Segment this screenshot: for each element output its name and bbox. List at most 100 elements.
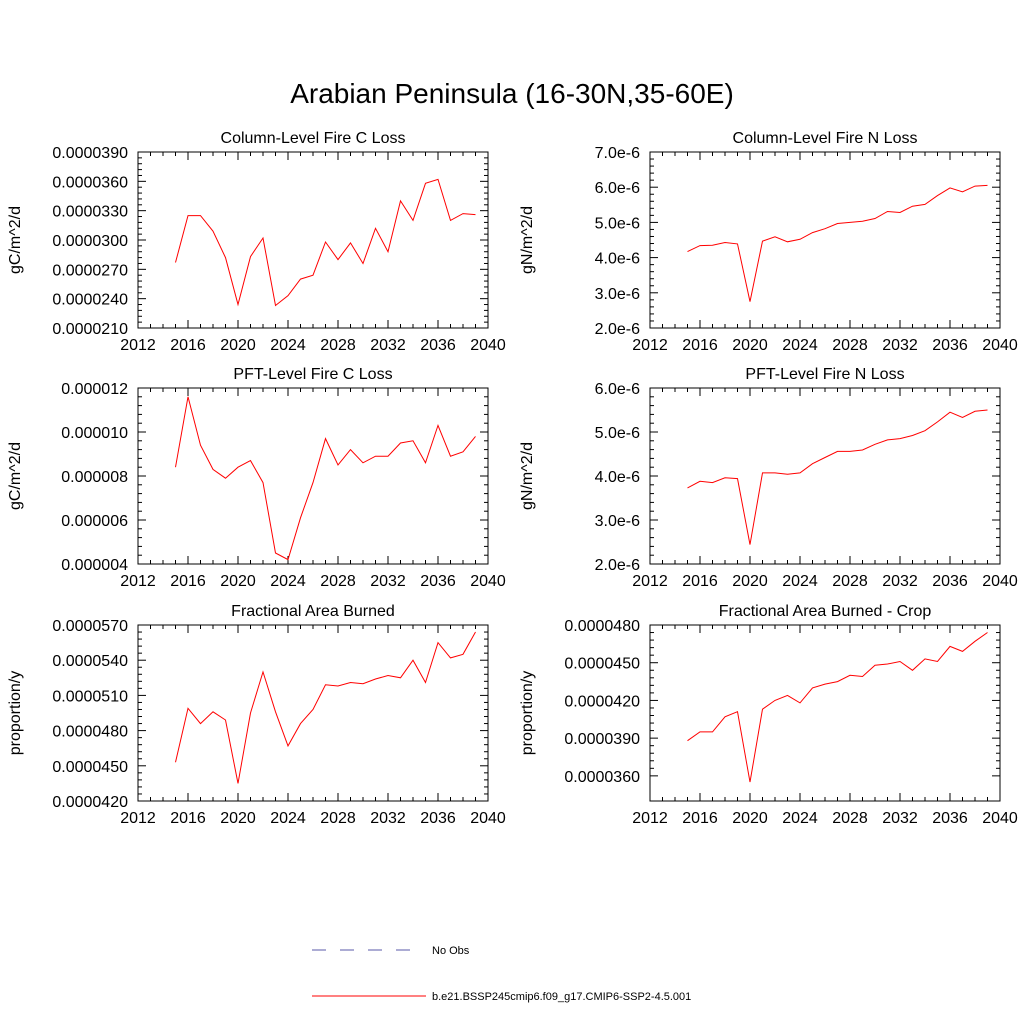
y-tick-label: 0.0000390 (564, 731, 640, 748)
x-tick-label: 2012 (632, 573, 668, 590)
chart-panel: Column-Level Fire N Loss gN/m^2/d 2012 2016… (519, 130, 1018, 354)
x-tick-label: 2020 (220, 337, 256, 354)
y-tick-label: 0.0000420 (52, 794, 128, 811)
y-axis-label: proportion/y (7, 671, 24, 756)
y-tick-label: 0.0000240 (52, 292, 128, 309)
y-tick-label: 0.0000420 (564, 693, 640, 710)
x-tick-label: 2012 (120, 337, 156, 354)
x-tick-label: 2020 (220, 810, 256, 827)
x-tick-label: 2028 (320, 573, 356, 590)
x-tick-label: 2012 (120, 810, 156, 827)
x-tick-label: 2016 (170, 337, 206, 354)
legend-label: b.e21.BSSP245cmip6.f09_g17.CMIP6-SSP2-4.… (432, 991, 691, 1003)
x-tick-label: 2032 (370, 337, 406, 354)
x-tick-label: 2036 (932, 337, 968, 354)
x-tick-label: 2036 (420, 337, 456, 354)
y-tick-label: 0.0000450 (564, 656, 640, 673)
y-axis-label: proportion/y (519, 671, 536, 756)
x-tick-label: 2032 (370, 810, 406, 827)
y-tick-label: 0.000006 (61, 513, 128, 530)
y-tick-label: 0.0000510 (52, 688, 128, 705)
x-tick-label: 2020 (732, 337, 768, 354)
page-title: Arabian Peninsula (16-30N,35-60E) (290, 78, 734, 109)
y-tick-label: 2.0e-6 (595, 557, 640, 574)
y-tick-label: 0.0000360 (564, 769, 640, 786)
series-line (687, 632, 988, 783)
y-axis-label: gC/m^2/d (7, 206, 24, 274)
x-tick-label: 2032 (882, 810, 918, 827)
x-tick-label: 2012 (632, 337, 668, 354)
y-tick-label: 0.0000450 (52, 759, 128, 776)
plot-frame (649, 624, 1001, 802)
y-tick-label: 0.000012 (61, 381, 128, 398)
y-tick-label: 0.0000300 (52, 233, 128, 250)
y-tick-label: 6.0e-6 (595, 381, 640, 398)
y-tick-label: 4.0e-6 (595, 469, 640, 486)
x-tick-label: 2020 (732, 573, 768, 590)
panel-title: Fractional Area Burned - Crop (719, 603, 932, 620)
legend-label: No Obs (432, 945, 470, 957)
y-tick-label: 0.0000570 (52, 618, 128, 635)
y-tick-label: 3.0e-6 (595, 513, 640, 530)
x-tick-label: 2016 (682, 573, 718, 590)
x-tick-label: 2040 (982, 573, 1018, 590)
panel-title: Fractional Area Burned (231, 603, 395, 620)
y-axis-label: gN/m^2/d (519, 206, 536, 274)
plot-frame (137, 151, 489, 329)
x-tick-label: 2020 (220, 573, 256, 590)
x-tick-label: 2016 (170, 573, 206, 590)
x-tick-label: 2024 (270, 337, 306, 354)
legend: No Obs b.e21.BSSP245cmip6.f09_g17.CMIP6-S… (312, 945, 691, 1003)
x-tick-label: 2012 (120, 573, 156, 590)
x-tick-label: 2040 (470, 573, 506, 590)
panel-title: PFT-Level Fire C Loss (233, 366, 392, 383)
series-line (175, 396, 476, 561)
series-line (687, 184, 988, 302)
x-tick-label: 2028 (320, 810, 356, 827)
x-tick-label: 2024 (270, 573, 306, 590)
x-tick-label: 2024 (270, 810, 306, 827)
y-tick-label: 0.0000360 (52, 174, 128, 191)
x-tick-label: 2036 (932, 810, 968, 827)
x-tick-label: 2028 (832, 573, 868, 590)
y-tick-label: 0.000004 (61, 557, 128, 574)
y-tick-label: 3.0e-6 (595, 286, 640, 303)
x-tick-label: 2016 (682, 337, 718, 354)
y-tick-label: 5.0e-6 (595, 215, 640, 232)
y-tick-label: 0.0000540 (52, 653, 128, 670)
y-tick-label: 0.0000480 (564, 618, 640, 635)
panel-title: Column-Level Fire C Loss (221, 130, 406, 147)
chart-panel: Fractional Area Burned - Crop proportion/… (519, 603, 1018, 827)
x-tick-label: 2036 (420, 810, 456, 827)
x-tick-label: 2040 (982, 810, 1018, 827)
series-line (175, 631, 476, 784)
x-tick-label: 2032 (370, 573, 406, 590)
x-tick-label: 2024 (782, 810, 818, 827)
y-tick-label: 0.0000210 (52, 321, 128, 338)
y-tick-label: 6.0e-6 (595, 180, 640, 197)
x-tick-label: 2028 (832, 810, 868, 827)
y-tick-label: 2.0e-6 (595, 321, 640, 338)
y-tick-label: 0.0000480 (52, 724, 128, 741)
x-tick-label: 2040 (470, 810, 506, 827)
panel-title: Column-Level Fire N Loss (733, 130, 918, 147)
y-axis-label: gN/m^2/d (519, 442, 536, 510)
x-tick-label: 2024 (782, 337, 818, 354)
series-line (175, 178, 476, 307)
y-tick-label: 0.000010 (61, 425, 128, 442)
x-tick-label: 2028 (320, 337, 356, 354)
panel-title: PFT-Level Fire N Loss (745, 366, 904, 383)
x-tick-label: 2036 (932, 573, 968, 590)
y-tick-label: 0.0000270 (52, 262, 128, 279)
series-line (687, 409, 988, 545)
x-tick-label: 2020 (732, 810, 768, 827)
y-tick-label: 5.0e-6 (595, 425, 640, 442)
x-tick-label: 2036 (420, 573, 456, 590)
x-tick-label: 2012 (632, 810, 668, 827)
chart-panel: PFT-Level Fire C Loss gC/m^2/d 2012 2016 202… (7, 366, 506, 590)
x-tick-label: 2040 (470, 337, 506, 354)
x-tick-label: 2028 (832, 337, 868, 354)
chart-panel: PFT-Level Fire N Loss gN/m^2/d 2012 2016 202… (519, 366, 1018, 590)
